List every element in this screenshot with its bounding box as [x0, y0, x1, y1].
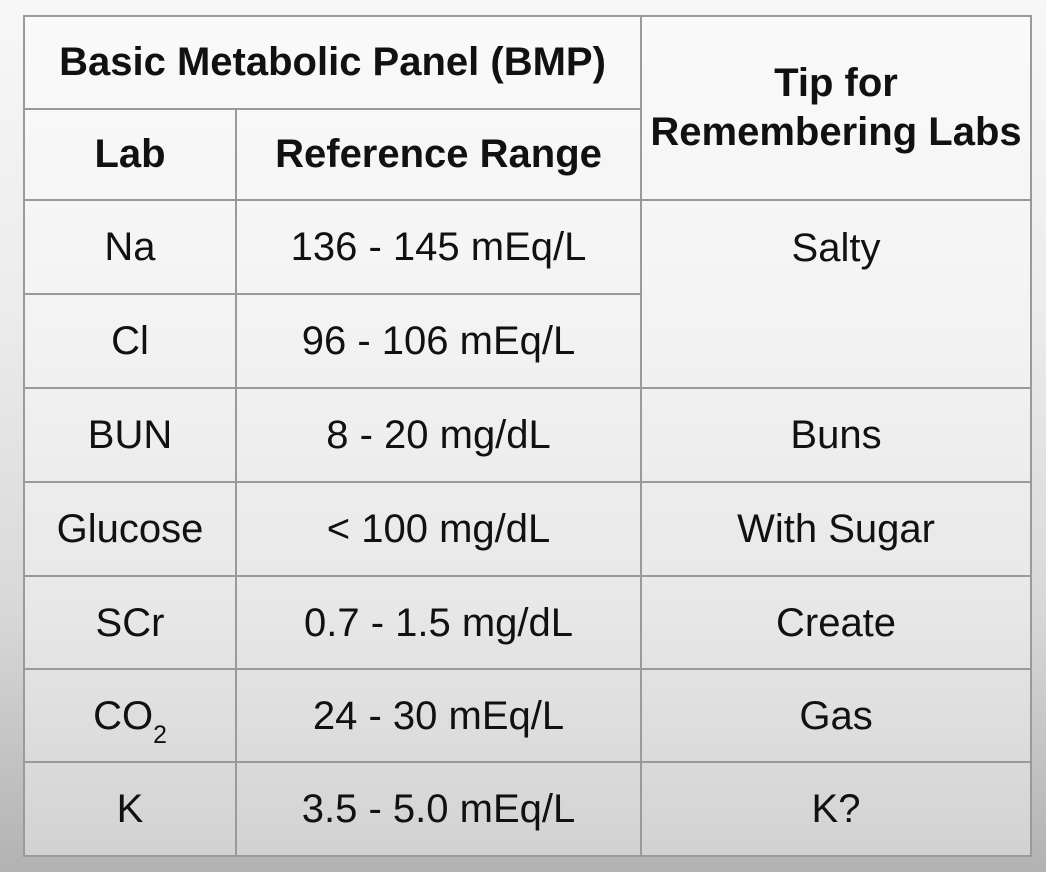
co2-label: CO	[93, 693, 154, 738]
lab-cell-k: K	[23, 761, 237, 857]
range-cell-glucose: < 100 mg/dL	[234, 481, 643, 577]
range-cell-cl: 96 - 106 mEq/L	[234, 293, 643, 389]
table-row: Basic Metabolic Panel (BMP) Tip for Reme…	[22, 15, 1033, 201]
table-row: SCr 0.7 - 1.5 mg/dL Create	[23, 575, 1033, 670]
range-cell-bun: 8 - 20 mg/dL	[234, 387, 643, 483]
range-cell-na: 136 - 145 mEq/L	[234, 199, 643, 295]
tip-cell-create: Create	[640, 575, 1033, 670]
table-row: CO2 24 - 30 mEq/L Gas	[23, 668, 1033, 763]
table-row: Cl 96 - 106 mEq/L	[23, 293, 1031, 389]
tip-cell-gas: Gas	[640, 668, 1033, 763]
tip-header-line1: Tip for	[774, 61, 898, 106]
tip-cell-with-sugar: With Sugar	[640, 481, 1033, 577]
lab-cell-cl: Cl	[23, 293, 237, 389]
bmp-table: Basic Metabolic Panel (BMP) Tip for Reme…	[22, 15, 1033, 857]
table-title: Basic Metabolic Panel (BMP)	[22, 15, 643, 110]
range-cell-k: 3.5 - 5.0 mEq/L	[234, 761, 643, 857]
lab-cell-na: Na	[23, 199, 237, 295]
range-cell-scr: 0.7 - 1.5 mg/dL	[234, 575, 643, 670]
range-cell-co2: 24 - 30 mEq/L	[234, 668, 643, 763]
co2-subscript: 2	[153, 721, 167, 749]
lab-cell-scr: SCr	[23, 575, 237, 670]
tip-cell-salty: Salty	[640, 199, 1033, 389]
table-row: Lab Reference Range	[23, 108, 1031, 201]
table-row: Na 136 - 145 mEq/L Salty	[23, 199, 1033, 389]
tip-header-line2: Remembering Labs	[650, 110, 1022, 154]
tip-cell-k: K?	[640, 761, 1033, 857]
tip-cell-buns: Buns	[640, 387, 1033, 483]
range-column-header: Reference Range	[234, 108, 643, 201]
lab-cell-bun: BUN	[23, 387, 237, 483]
tip-column-header: Tip for Remembering Labs	[640, 15, 1033, 201]
table-row: Glucose < 100 mg/dL With Sugar	[23, 481, 1033, 577]
table-row: BUN 8 - 20 mg/dL Buns	[23, 387, 1033, 483]
lab-cell-glucose: Glucose	[23, 481, 237, 577]
lab-cell-co2: CO2	[23, 668, 237, 763]
lab-column-header: Lab	[23, 108, 237, 201]
table-row: K 3.5 - 5.0 mEq/L K?	[23, 761, 1033, 857]
